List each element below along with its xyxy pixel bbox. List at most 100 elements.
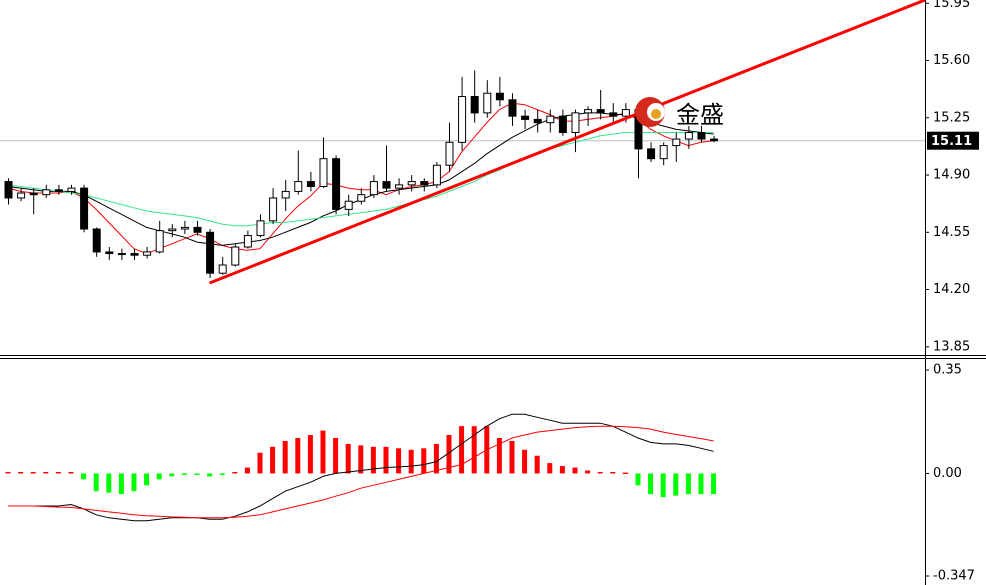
candle-body <box>231 246 240 266</box>
macd-bar <box>459 426 465 474</box>
macd-bar <box>446 435 452 474</box>
macd-bar <box>55 471 61 474</box>
macd-bar <box>131 473 137 492</box>
y-tick-label: 15.95 <box>933 0 970 11</box>
candle-body <box>470 96 479 114</box>
macd-bar <box>509 440 515 474</box>
macd-bar <box>207 473 213 477</box>
candle-body <box>584 109 593 114</box>
candle-body <box>42 189 51 196</box>
candle-body <box>710 138 719 142</box>
candle-body <box>521 115 530 120</box>
last-price-label: 15.11 <box>931 134 972 149</box>
y-tick-label: 15.25 <box>933 110 970 125</box>
logo-icon-dot <box>651 109 661 119</box>
candle-body <box>256 220 265 237</box>
macd-bar <box>156 473 162 480</box>
macd-panel <box>5 413 717 522</box>
candle-body <box>319 158 328 187</box>
macd-bar <box>534 455 540 474</box>
macd-bar <box>194 473 200 475</box>
macd-bar <box>421 448 427 474</box>
candle-body <box>672 138 681 147</box>
candle-body <box>382 181 391 189</box>
candle-body <box>105 251 114 255</box>
macd-bar <box>270 446 276 474</box>
macd-bar <box>18 471 24 474</box>
candle-body <box>4 181 13 199</box>
macd-bar <box>181 473 187 475</box>
macd-bar <box>610 471 616 474</box>
candle-body <box>357 194 366 202</box>
candle-body <box>546 115 555 124</box>
candle-body <box>684 132 693 140</box>
candle-body <box>269 197 278 222</box>
candle-body <box>621 109 630 117</box>
macd-bar <box>5 471 11 474</box>
candle-body <box>458 96 467 143</box>
macd-bar <box>30 471 36 474</box>
macd-bar <box>660 473 666 498</box>
y-tick-label: 14.20 <box>933 282 970 297</box>
macd-bar <box>685 473 691 495</box>
macd-bar <box>244 467 250 474</box>
macd-bar <box>408 449 414 474</box>
candle-body <box>445 141 454 166</box>
macd-bar <box>320 430 326 474</box>
candle-body <box>180 226 189 230</box>
macd-bar <box>370 446 376 474</box>
macd-bar <box>68 471 74 474</box>
macd-bar <box>257 452 263 474</box>
macd-bar <box>597 471 603 474</box>
candle-body <box>533 118 542 124</box>
price-panel <box>0 0 925 285</box>
y-tick-label: 15.60 <box>933 53 970 68</box>
macd-bar <box>358 445 364 474</box>
y-tick-label: 13.85 <box>933 339 970 354</box>
line-series <box>7 132 714 227</box>
candle-body <box>647 148 656 160</box>
candle-body <box>281 190 290 199</box>
macd-bar <box>345 443 351 474</box>
candle-body <box>206 231 215 274</box>
macd-bar <box>383 446 389 474</box>
macd-bar <box>295 437 301 474</box>
macd-bar <box>93 473 99 492</box>
candle-body <box>117 253 126 256</box>
last-price-box <box>927 131 979 150</box>
macd-bar <box>282 440 288 474</box>
candle-body <box>17 192 26 199</box>
macd-bar <box>219 473 225 475</box>
macd-bar <box>711 473 717 495</box>
candle-body <box>193 226 202 233</box>
macd-bar <box>118 473 124 495</box>
y-tick-label: -0.347 <box>933 569 975 584</box>
macd-bar <box>648 473 654 495</box>
candle-body <box>143 251 152 256</box>
candle-body <box>168 228 177 232</box>
y-tick-label: 0.35 <box>933 363 962 378</box>
line-series <box>8 413 714 522</box>
candle-body <box>54 189 63 192</box>
candle-body <box>294 181 303 192</box>
macd-bar <box>673 473 679 496</box>
candle-body <box>306 181 315 187</box>
candle-body <box>432 164 441 186</box>
candle-body <box>596 109 605 114</box>
macd-bar <box>169 473 175 477</box>
candle-body <box>130 253 139 256</box>
candle-body <box>483 92 492 114</box>
candle-body <box>92 228 101 253</box>
macd-bar <box>522 449 528 474</box>
candle-body <box>697 132 706 140</box>
candle-body <box>332 158 341 210</box>
candle-body <box>508 99 517 117</box>
macd-bar <box>396 448 402 474</box>
macd-bar <box>547 463 553 474</box>
macd-bar <box>232 471 238 474</box>
y-tick-label: 14.55 <box>933 225 970 240</box>
macd-bar <box>471 426 477 474</box>
candle-body <box>344 200 353 210</box>
candle-body <box>571 112 580 134</box>
